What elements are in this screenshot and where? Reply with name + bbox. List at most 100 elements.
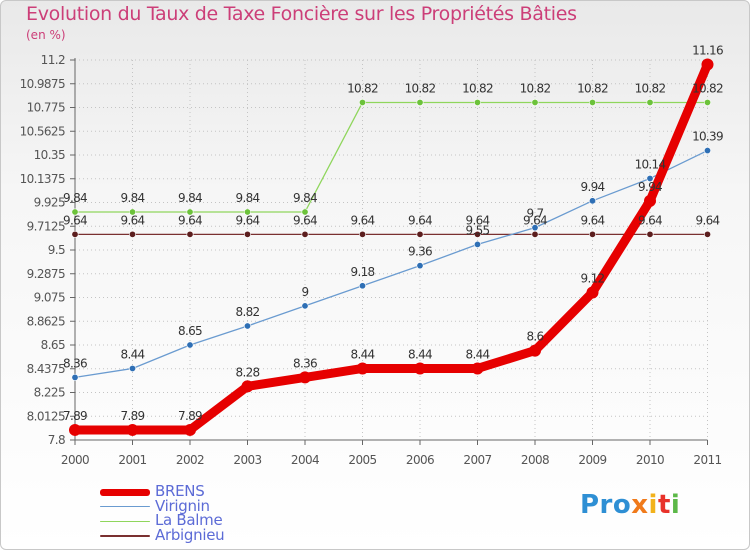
logo-part: i bbox=[670, 490, 681, 520]
data-point bbox=[129, 230, 137, 238]
data-point bbox=[244, 230, 252, 238]
logo-part: Pro bbox=[580, 490, 632, 520]
data-point bbox=[71, 373, 79, 381]
data-label: 9.64 bbox=[121, 213, 145, 227]
data-label: 10.82 bbox=[692, 81, 723, 95]
x-tick-label: 2000 bbox=[61, 453, 89, 467]
data-label: 9.7 bbox=[527, 207, 544, 221]
data-label: 10.82 bbox=[520, 81, 551, 95]
data-label: 8.36 bbox=[63, 356, 87, 370]
data-label: 9.84 bbox=[236, 191, 260, 205]
x-tick-label: 2008 bbox=[521, 453, 549, 467]
data-point bbox=[358, 98, 366, 106]
y-tick-label: 8.8625 bbox=[27, 314, 65, 328]
data-point bbox=[646, 174, 654, 182]
data-label: 7.89 bbox=[121, 409, 145, 423]
data-point bbox=[301, 302, 309, 310]
data-label: 8.65 bbox=[178, 324, 202, 338]
series-line-la-balme bbox=[74, 101, 709, 213]
y-tick-label: 9.075 bbox=[34, 291, 65, 305]
series-line-brens bbox=[70, 59, 712, 435]
data-point bbox=[416, 262, 424, 270]
data-point bbox=[644, 194, 656, 207]
data-point bbox=[646, 230, 654, 238]
data-point bbox=[586, 286, 599, 299]
data-point bbox=[473, 230, 481, 238]
chart-title: Evolution du Taux de Taxe Foncière sur l… bbox=[26, 3, 577, 25]
data-point bbox=[703, 98, 711, 106]
data-point bbox=[703, 230, 711, 238]
data-point bbox=[241, 380, 254, 393]
data-point bbox=[129, 208, 137, 216]
data-point bbox=[184, 423, 196, 436]
data-label: 9.94 bbox=[638, 180, 662, 194]
data-label: 10.82 bbox=[347, 81, 378, 95]
y-tick-label: 8.65 bbox=[41, 338, 65, 352]
data-label: 9.36 bbox=[408, 245, 432, 259]
data-point bbox=[531, 224, 539, 232]
data-point bbox=[588, 230, 596, 238]
data-label: 9.55 bbox=[466, 223, 490, 237]
data-point bbox=[414, 362, 426, 375]
data-point bbox=[299, 371, 311, 384]
legend-label: La Balme bbox=[155, 511, 223, 530]
y-tick-label: 10.9875 bbox=[20, 77, 65, 91]
data-point bbox=[473, 98, 481, 106]
data-label: 9.64 bbox=[351, 213, 375, 227]
data-label: 8.44 bbox=[408, 347, 432, 361]
data-label: 7.89 bbox=[63, 409, 87, 423]
legend-swatch bbox=[100, 520, 150, 523]
data-point bbox=[588, 197, 596, 205]
data-label: 8.44 bbox=[121, 347, 145, 361]
data-label: 10.14 bbox=[635, 157, 666, 171]
unit-label: (en %) bbox=[26, 28, 66, 42]
y-tick-label: 10.775 bbox=[27, 101, 65, 115]
data-label: 9.64 bbox=[466, 213, 490, 227]
data-point bbox=[244, 208, 252, 216]
data-label: 9.64 bbox=[293, 213, 317, 227]
data-point bbox=[244, 322, 252, 330]
data-label: 9.64 bbox=[581, 213, 605, 227]
proxiti-logo: Proxiti bbox=[580, 490, 680, 520]
data-point bbox=[301, 230, 309, 238]
data-point bbox=[126, 423, 139, 436]
x-tick-label: 2010 bbox=[636, 453, 664, 467]
line-chart: 7.8 8.0125 8.225 8.4375 8.65 8.8625 9.075 9.287… bbox=[20, 43, 724, 467]
data-point bbox=[473, 240, 481, 248]
data-point bbox=[471, 362, 484, 375]
y-tick-label: 10.5625 bbox=[20, 124, 65, 138]
x-tick-label: 2009 bbox=[578, 453, 606, 467]
series-line-virignin bbox=[74, 149, 709, 379]
data-point bbox=[356, 362, 369, 375]
x-tick-label: 2003 bbox=[233, 453, 261, 467]
y-tick-label: 8.4375 bbox=[27, 362, 65, 376]
data-label: 9.64 bbox=[236, 213, 260, 227]
data-label: 9.64 bbox=[523, 213, 547, 227]
data-label: 10.39 bbox=[692, 130, 723, 144]
data-point bbox=[129, 364, 137, 372]
data-label: 9.64 bbox=[696, 213, 720, 227]
legend-label: Virignin bbox=[155, 496, 210, 515]
data-label: 9.64 bbox=[408, 213, 432, 227]
logo-part: x bbox=[631, 490, 649, 520]
data-point bbox=[71, 208, 79, 216]
data-label: 9.64 bbox=[178, 213, 202, 227]
data-label: 10.82 bbox=[577, 81, 608, 95]
data-label: 9.94 bbox=[581, 180, 605, 194]
data-label: 9.12 bbox=[581, 271, 605, 285]
data-label: 9.84 bbox=[63, 191, 87, 205]
data-label: 9.84 bbox=[121, 191, 145, 205]
y-tick-label: 9.2875 bbox=[27, 267, 65, 281]
data-label: 8.44 bbox=[466, 347, 490, 361]
x-tick-label: 2001 bbox=[118, 453, 146, 467]
data-point bbox=[646, 98, 654, 106]
y-tick-label: 9.7125 bbox=[27, 219, 65, 233]
y-tick-label: 7.8 bbox=[48, 433, 65, 447]
data-point bbox=[531, 98, 539, 106]
data-point bbox=[416, 230, 424, 238]
data-label: 9.64 bbox=[63, 213, 87, 227]
x-tick-label: 2007 bbox=[463, 453, 491, 467]
data-point bbox=[358, 230, 366, 238]
data-label: 10.82 bbox=[462, 81, 493, 95]
